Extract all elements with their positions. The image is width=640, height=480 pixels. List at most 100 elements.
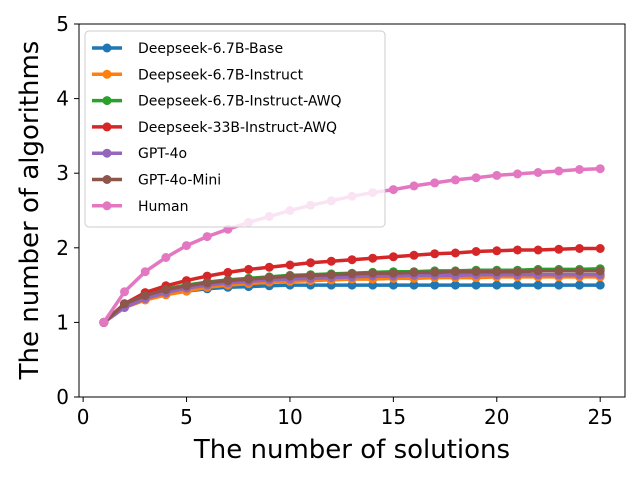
data-point — [140, 267, 150, 277]
data-point — [264, 273, 274, 283]
legend-box — [84, 30, 386, 228]
data-point — [430, 178, 440, 188]
data-point — [595, 164, 605, 174]
data-point — [430, 280, 440, 290]
data-point — [388, 185, 398, 195]
y-tick-label: 0 — [56, 385, 69, 409]
data-point — [182, 281, 191, 291]
data-point — [202, 278, 212, 288]
data-point — [450, 248, 460, 258]
data-point — [595, 280, 605, 290]
legend-item-deepseek-6-7b-instruct-awq: Deepseek-6.7B-Instruct-AWQ — [92, 94, 342, 110]
x-tick-label: 10 — [277, 405, 302, 429]
y-tick-label: 1 — [56, 310, 69, 334]
data-point — [264, 262, 274, 272]
data-point — [99, 317, 109, 327]
data-point — [223, 276, 233, 286]
data-point — [161, 253, 171, 262]
legend-label: GPT-4o — [138, 146, 187, 162]
plot-frame — [78, 23, 626, 398]
data-point — [368, 268, 378, 278]
data-point — [368, 253, 378, 263]
legend-label: Deepseek-6.7B-Instruct-AWQ — [138, 94, 342, 110]
y-tick-label: 4 — [56, 87, 69, 111]
y-axis-label: The number of algorithms — [15, 41, 45, 381]
data-point — [492, 246, 502, 256]
data-point — [533, 266, 543, 276]
y-tick-label: 3 — [56, 161, 69, 185]
data-point — [492, 280, 502, 290]
data-point — [306, 270, 316, 280]
data-point — [575, 280, 584, 290]
x-tick-label: 20 — [484, 405, 509, 429]
data-point — [575, 165, 584, 174]
series-gpt-4o-mini — [99, 266, 605, 327]
data-point — [513, 245, 522, 255]
data-point — [182, 241, 191, 251]
data-point — [554, 280, 564, 290]
legend-label: Deepseek-6.7B-Instruct — [138, 67, 304, 83]
y-tick-label: 2 — [56, 236, 69, 260]
data-point — [409, 267, 419, 277]
data-point — [409, 250, 419, 260]
legend-item-human: Human — [92, 199, 189, 215]
data-point — [554, 266, 564, 276]
data-point — [326, 270, 336, 280]
data-point — [430, 267, 440, 277]
legend-swatch-marker — [102, 96, 112, 106]
data-point — [430, 249, 440, 259]
x-tick-label: 0 — [77, 405, 90, 429]
legend-item-deepseek-6-7b-instruct: Deepseek-6.7B-Instruct — [92, 67, 304, 83]
data-point — [533, 245, 543, 255]
x-axis-ticks: 0 5 10 15 20 25 — [77, 397, 613, 429]
data-point — [595, 266, 605, 276]
data-point — [595, 244, 605, 253]
x-tick-label: 15 — [381, 405, 406, 429]
data-point — [471, 247, 481, 256]
x-tick-label: 5 — [180, 405, 193, 429]
legend-swatch-marker — [102, 122, 112, 132]
data-point — [347, 255, 357, 265]
x-tick-label: 25 — [587, 405, 612, 429]
legend-label: Deepseek-6.7B-Base — [138, 41, 283, 57]
legend-swatch-marker — [102, 69, 112, 79]
legend-swatch-marker — [102, 148, 112, 158]
legend-swatch-marker — [102, 175, 112, 184]
data-point — [513, 280, 522, 290]
legend-label: Human — [138, 199, 189, 215]
data-point — [244, 274, 254, 284]
data-point — [409, 181, 419, 191]
data-point — [120, 299, 129, 309]
data-point — [533, 168, 543, 177]
legend: Deepseek-6.7B-Base Deepseek-6.7B-Instruct… — [84, 30, 386, 228]
data-point — [471, 280, 481, 290]
x-axis-label: The number of solutions — [193, 435, 510, 465]
legend-item-gpt-4o-mini: GPT-4o-Mini — [92, 173, 221, 189]
data-point — [554, 166, 564, 176]
data-point — [223, 267, 233, 277]
data-point — [471, 173, 481, 183]
legend-label: Deepseek-33B-Instruct-AWQ — [138, 120, 337, 136]
data-point — [120, 287, 129, 297]
data-point — [202, 271, 212, 281]
data-point — [388, 268, 398, 278]
data-point — [450, 175, 460, 185]
data-point — [140, 291, 150, 300]
data-point — [409, 280, 419, 290]
data-point — [575, 244, 584, 253]
data-point — [450, 280, 460, 290]
data-point — [326, 256, 336, 266]
data-point — [244, 264, 254, 274]
data-point — [554, 244, 564, 254]
data-point — [347, 269, 357, 279]
data-point — [513, 267, 522, 277]
data-point — [285, 271, 295, 281]
legend-item-deepseek-6-7b-base: Deepseek-6.7B-Base — [92, 41, 283, 57]
legend-swatch-marker — [102, 201, 112, 211]
y-tick-label: 5 — [56, 12, 69, 36]
data-point — [513, 169, 522, 179]
y-axis-ticks: 0 1 2 3 4 5 — [56, 12, 79, 409]
legend-item-gpt-4o: GPT-4o — [92, 146, 187, 162]
data-point — [388, 280, 398, 290]
